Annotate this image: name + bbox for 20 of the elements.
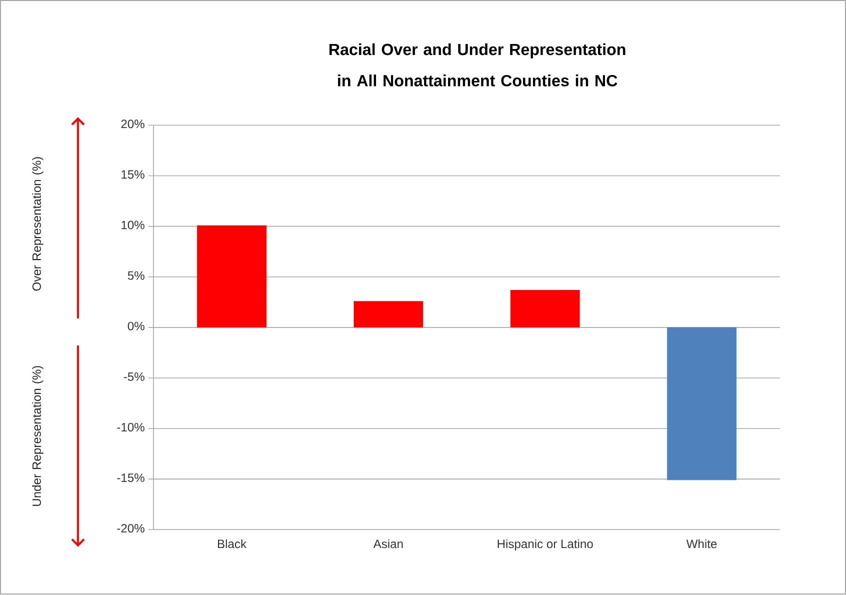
- y-tick-label: 20%: [121, 120, 144, 128]
- x-tick-label: Black: [218, 540, 247, 548]
- text: Over Representation (%): [32, 157, 44, 291]
- y-tick-label: 15%: [122, 170, 144, 179]
- y-tick-label: -20%: [117, 524, 144, 533]
- y-tick-label: 0%: [128, 322, 144, 331]
- y-tick-label: 10%: [122, 220, 144, 230]
- chart-title: Racial Over and Under Representation in All Nonattainment Counties in NC: [329, 44, 626, 87]
- bar: [667, 328, 736, 480]
- text: Under Representation (%): [32, 366, 44, 506]
- y-tick-label: 5%: [128, 272, 144, 280]
- bar: [354, 301, 424, 328]
- bar: [510, 290, 580, 328]
- y-tick-label: -5%: [124, 372, 144, 382]
- y-tick-label: -15%: [117, 474, 144, 482]
- x-tick-label: Asian: [373, 540, 403, 548]
- y-tick-label: -10%: [117, 423, 144, 432]
- x-tick-label: Hispanic or Latino: [498, 540, 593, 551]
- bar: [197, 226, 266, 328]
- x-tick-label: White: [686, 540, 717, 548]
